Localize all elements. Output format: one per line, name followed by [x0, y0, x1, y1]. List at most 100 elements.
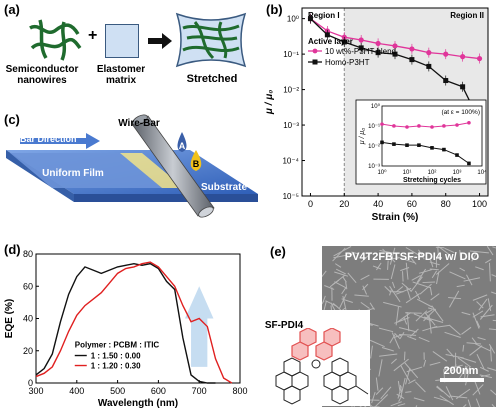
substrate-side	[74, 194, 258, 202]
drop-b-label: B	[192, 159, 200, 169]
legend-entry: 10 wt%-P3HT blend	[325, 47, 396, 56]
y-tick-label: 10⁻²	[283, 86, 299, 95]
x-tick-label: 700	[192, 386, 207, 396]
x-tick-label: 800	[232, 386, 247, 396]
bar-direction-arrow	[20, 133, 100, 149]
y-tick-label: 60	[23, 281, 33, 291]
inset-data-point	[467, 161, 471, 166]
inset-frame	[381, 105, 483, 167]
data-point	[476, 55, 483, 62]
region-i-label: Region I	[308, 11, 340, 20]
y-tick-label: 10⁻¹	[283, 50, 299, 59]
x-axis-label: Strain (%)	[372, 212, 419, 223]
x-tick-label: 100	[472, 199, 487, 209]
y-axis-label: EQE (%)	[4, 299, 15, 338]
inset-data-point	[442, 124, 446, 128]
inset-data-point	[455, 123, 459, 127]
panel-a: (a) + Semiconductor nanowires Elastomer …	[0, 0, 250, 100]
inset-data-point	[467, 120, 471, 125]
y-tick-label: 10⁰	[287, 15, 299, 24]
inset-y-axis-label: μ / μ₀	[359, 128, 366, 146]
y-tick-label: 10⁻⁵	[283, 192, 299, 201]
x-tick-label: 60	[407, 199, 417, 209]
mobility-strain-chart: 0 20 40 60 80 100 10⁰ 10⁻¹ 10⁻² 10⁻³ 10⁻⁴ 10⁻⁵ Strai…	[264, 7, 489, 223]
inset-data-point	[405, 143, 409, 147]
eqe-chart: 300 400 500 600 700 800 0 20 40 60 80 Wavelength (n…	[4, 249, 248, 409]
matrix-label: Elastomer matrix	[96, 64, 146, 86]
bar-coating-schematic	[6, 114, 258, 218]
highlight-arrow	[184, 286, 214, 367]
data-point	[409, 46, 415, 52]
panel-b-label: (b)	[266, 2, 283, 17]
inset-y-tick-label: 10⁻²	[368, 144, 380, 150]
data-point	[375, 40, 381, 47]
wire-bar-label: Wire-Bar	[118, 118, 160, 129]
data-point	[307, 16, 313, 22]
panel-d: (d) 300 400 500 600 700 800 0 20 40 60 80 Wavelengt…	[0, 240, 250, 409]
bar-direction-label: Bar Direction	[20, 134, 77, 144]
x-tick-label: 400	[69, 386, 84, 396]
panel-e-label: (e)	[270, 244, 286, 259]
data-point	[324, 32, 330, 38]
legend-marker	[312, 59, 318, 65]
inset-data-point	[417, 143, 421, 147]
y-tick-label: 0	[28, 378, 33, 388]
nanowire-icon	[29, 19, 82, 61]
stretched-film-icon	[175, 12, 247, 68]
stretched-label: Stretched	[186, 73, 238, 85]
sf-pdi4-molecule-icon	[275, 328, 369, 405]
chart-b-frame	[301, 7, 489, 197]
inset-series-line	[381, 141, 470, 164]
data-point	[460, 54, 466, 60]
series-line	[35, 262, 216, 384]
data-point	[443, 51, 449, 57]
inset-data-point	[392, 142, 396, 146]
y-tick-label: 10⁻³	[283, 121, 299, 130]
data-point	[392, 51, 398, 57]
inset-annotation: (at ε = 100%)	[442, 109, 481, 116]
inset-x-tick-label: 10²	[428, 170, 437, 176]
nanowire-label: Semiconductor nanowires	[5, 64, 79, 86]
inset-y-tick-label: 10⁻³	[368, 164, 380, 170]
x-tick-label: 0	[308, 199, 313, 209]
tem-title: PV4T2FBTSF-PDI4 w/ DIO	[344, 251, 480, 263]
uniform-film	[10, 153, 162, 188]
y-axis-label: μ / μ₀	[264, 90, 275, 115]
inset-data-point	[405, 125, 409, 129]
legend-entry: Homo-P3HT	[325, 58, 370, 67]
data-point	[358, 37, 364, 43]
inset-y-tick-label: 10⁰	[371, 103, 381, 110]
legend-marker	[312, 48, 318, 54]
inset-series-line	[381, 122, 470, 128]
data-point	[409, 57, 415, 63]
legend-title: Active layer	[308, 37, 353, 46]
inset-box	[355, 99, 487, 185]
data-point	[392, 43, 398, 49]
x-axis-label: Wavelength (nm)	[98, 398, 178, 409]
drop-a-label: A	[178, 141, 186, 151]
uniform-film-label: Uniform Film	[42, 168, 104, 179]
inset-x-tick-label: 10⁰	[377, 169, 387, 176]
panel-e: (e) PV4T2FBTSF-PDI4 w/ DIO 200nm SF-PDI4	[250, 240, 499, 409]
substrate-label: Substrate	[200, 182, 248, 193]
data-point	[358, 45, 364, 51]
legend-entry: 1 : 1.50 : 0.00	[91, 352, 141, 361]
data-point	[426, 63, 432, 69]
inset-data-point	[430, 146, 434, 150]
inset-data-point	[430, 125, 434, 129]
legend-title: Polymer : PCBM : ITIC	[75, 341, 160, 350]
inset-data-point	[417, 124, 421, 128]
inset-data-point	[455, 153, 459, 157]
molecule-box	[264, 310, 370, 406]
arrow-right-icon	[148, 33, 172, 49]
y-tick-label: 80	[23, 249, 33, 259]
data-point	[341, 39, 347, 45]
inset-data-point	[442, 147, 446, 152]
inset-y-tick-label: 10⁻¹	[368, 124, 380, 130]
drop-b-icon	[190, 150, 202, 171]
scale-bar-label: 200nm	[443, 365, 479, 377]
elastomer-matrix-icon	[105, 24, 139, 58]
y-tick-label: 20	[23, 346, 33, 356]
data-point	[443, 78, 449, 84]
inset-x-tick-label: 10⁴	[477, 169, 487, 176]
